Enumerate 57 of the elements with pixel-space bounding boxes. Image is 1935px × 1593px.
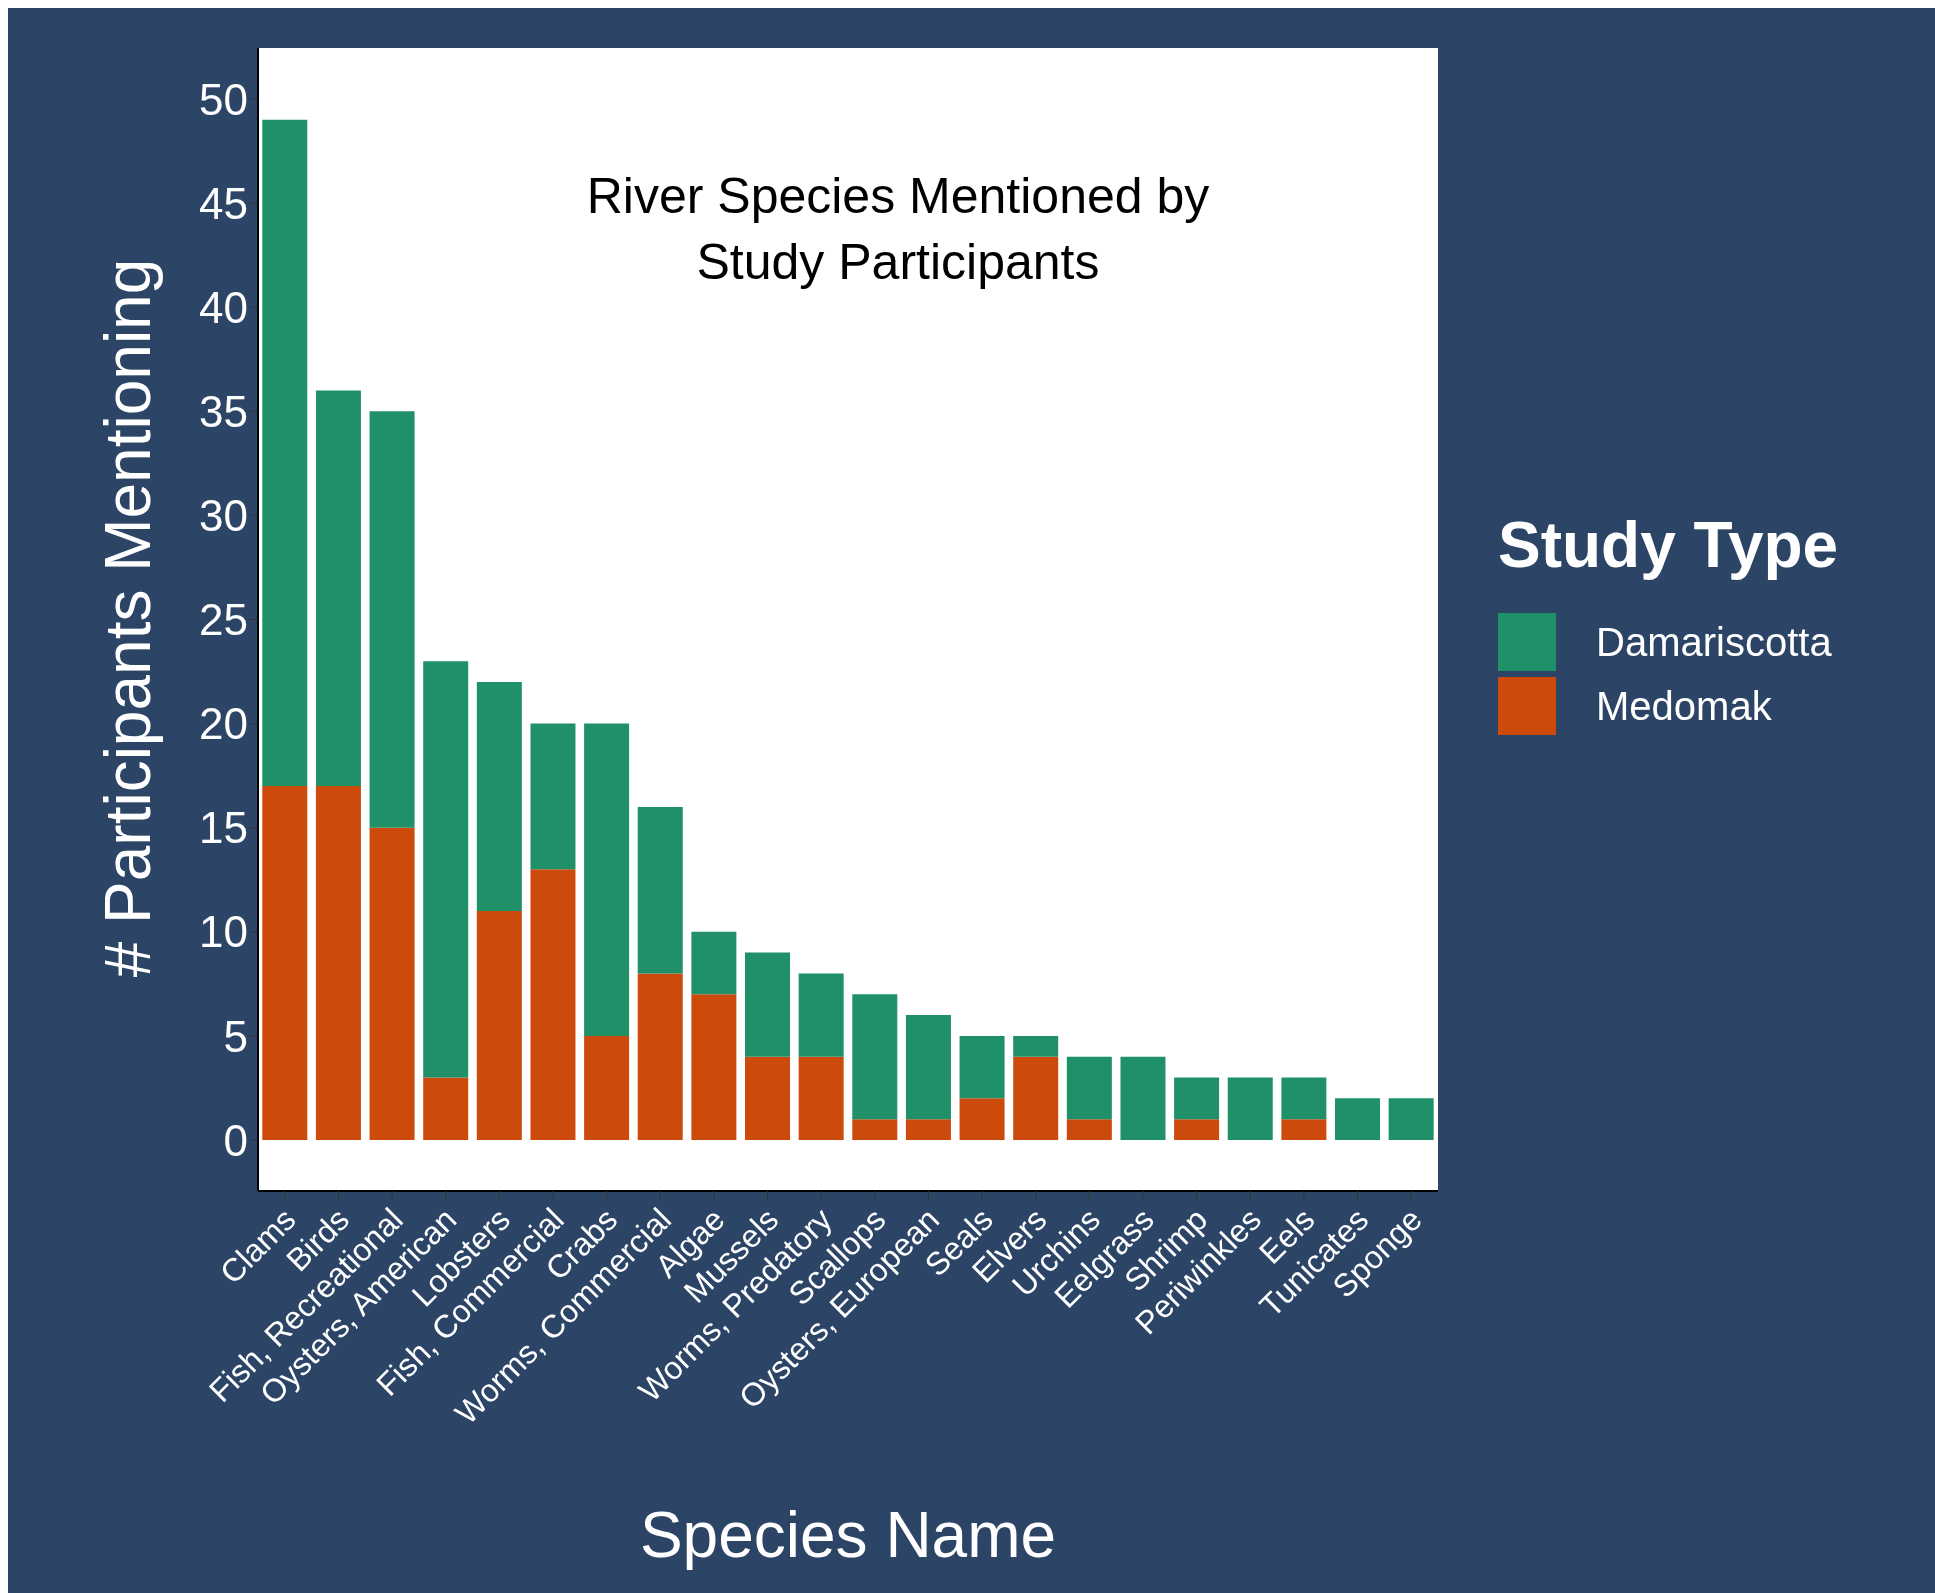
bar [584,1035,630,1140]
y-tick-label: 45 [199,178,248,228]
bar [1388,1098,1434,1140]
bar [262,119,308,787]
bar [530,869,576,1140]
bar [852,1119,898,1140]
y-axis-title: # Participants Mentioning [91,258,165,978]
bar [852,994,898,1120]
legend-title: Study Type [1498,508,1839,582]
bar [1120,1056,1166,1140]
bar [959,1098,1005,1140]
bar [1281,1077,1327,1120]
bar [1013,1035,1059,1057]
bar [476,681,522,911]
bar [262,786,308,1140]
y-tick-label: 5 [223,1011,248,1061]
y-tick-label: 0 [223,1115,248,1165]
bar [637,806,683,974]
bar [637,973,683,1140]
y-tick-label: 35 [199,386,248,436]
y-tick-label: 30 [199,491,248,541]
bar [584,723,630,1036]
bar [1335,1098,1381,1140]
y-tick-label: 20 [199,699,248,749]
bar [1066,1056,1112,1120]
bar [1174,1077,1220,1120]
y-tick-label: 50 [199,74,248,124]
bar [369,827,415,1140]
bar [315,786,361,1140]
text: River Species Mentioned by Study Participants [585,167,1211,292]
bar [798,973,844,1057]
bar [423,661,469,1078]
bar [691,994,737,1140]
y-tick-label: 10 [199,907,248,957]
bar [745,1056,791,1140]
bar [476,910,522,1140]
bar [1066,1119,1112,1140]
bar [423,1077,469,1140]
x-axis-title: Species Name [638,1498,1058,1572]
bar [798,1056,844,1140]
legend-label: Damariscotta [1596,619,1832,665]
y-tick-label: 25 [199,595,248,645]
bar [315,390,361,787]
legend-label: Medomak [1596,683,1772,729]
bar [530,723,576,870]
bar [905,1119,951,1140]
y-tick-label: 15 [199,803,248,853]
bar [1174,1119,1220,1140]
bar [959,1035,1005,1099]
bar [1281,1119,1327,1140]
bar [369,411,415,828]
bar [1013,1056,1059,1140]
bar [691,931,737,995]
bar [1227,1077,1273,1140]
y-tick-label: 40 [199,282,248,332]
bar [745,952,791,1057]
bar [905,1015,951,1120]
